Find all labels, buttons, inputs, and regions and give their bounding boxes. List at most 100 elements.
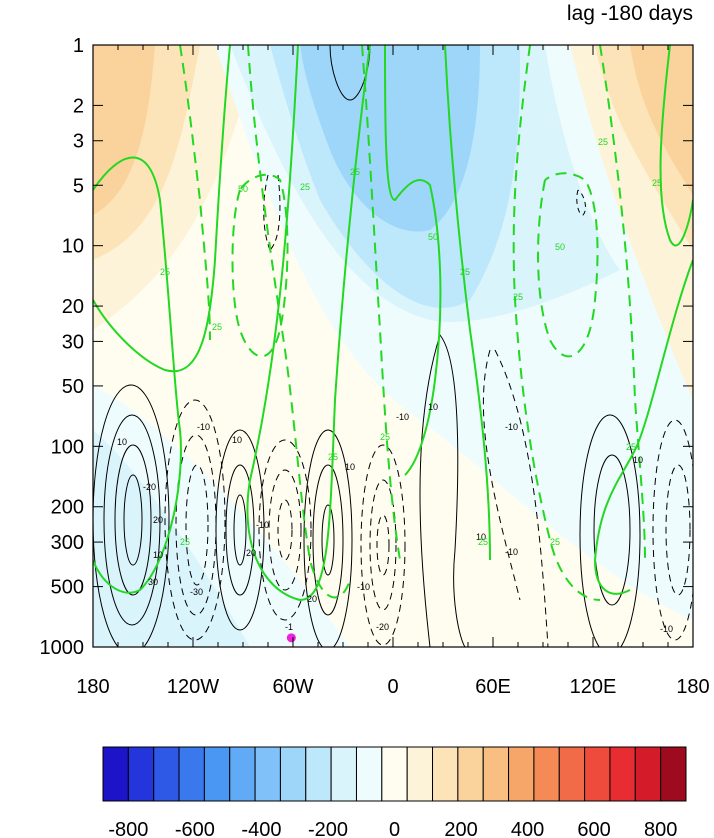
contour-green-neg25b [247, 45, 351, 599]
colorbar-swatch [558, 746, 586, 802]
colorbar-swatch [254, 746, 281, 802]
contour-label-10g: 10 [633, 455, 643, 465]
contour-label-neg10: -10 [197, 422, 210, 432]
x-tick-label: 180 [676, 676, 709, 698]
contour-green-25c [246, 45, 371, 602]
contour-label-green-25j: 25 [598, 137, 608, 147]
x-tick-label: 0 [387, 676, 398, 698]
contour-black-neg10b [258, 439, 312, 621]
colorbar-swatch [279, 746, 307, 802]
contour-label-20c: 20 [307, 594, 317, 604]
x-tick-label: 180 [76, 676, 109, 698]
x-axis: 180 120W 60W 0 60E 120E 180 [76, 45, 710, 698]
x-tick-label: 60W [272, 676, 313, 698]
contour-black-neg10f [652, 419, 693, 641]
contour-label-neg10g: -10 [660, 624, 673, 634]
y-tick-label: 300 [51, 532, 84, 554]
contour-label-neg20: -20 [143, 482, 156, 492]
contour-label-green-25i: 25 [478, 537, 488, 547]
contour-black-neg10c [360, 444, 406, 646]
x-tick-label: 120W [167, 676, 219, 698]
colorbar-tick-label: 600 [577, 819, 610, 838]
plot-area: 10 -20 20 10 30 -10 -30 10 -10 20 10 20 … [40, 35, 710, 698]
contour-black-40 [123, 474, 143, 566]
y-tick-label: 50 [62, 376, 84, 398]
contour-black-20b [225, 464, 255, 596]
contour-black-neg30c [376, 514, 390, 576]
y-axis: 1 2 3 5 10 20 30 50 100 200 300 500 1000 [40, 35, 693, 659]
contour-label-30: 30 [148, 577, 158, 587]
y-tick-label: 2 [73, 95, 84, 117]
colorbar-swatch [533, 746, 560, 802]
colorbar-swatch [102, 746, 129, 802]
contour-label-10f: 10 [476, 532, 486, 542]
contour-label-10: 10 [117, 437, 127, 447]
contour-green-neg25d [599, 45, 646, 561]
field-cool-core [300, 45, 480, 232]
contour-label-20: 20 [153, 515, 163, 525]
x-tick-label: 120E [570, 676, 617, 698]
contour-black-10e [579, 414, 641, 647]
contour-label-green-25h: 25 [513, 292, 523, 302]
contour-label-green-50c: 50 [555, 242, 565, 252]
contour-label-green-25g: 25 [460, 267, 470, 277]
contour-black-neg10 [164, 399, 226, 641]
contour-green-25d [384, 45, 442, 476]
x-tick-label: 60E [475, 676, 511, 698]
colorbar-swatch [482, 746, 510, 802]
contour-label-green-25n: 25 [180, 537, 190, 547]
green-contours [93, 45, 693, 602]
contour-green-neg50b [537, 172, 599, 358]
colorbar-swatch [609, 746, 636, 802]
contour-label-green-25m: 25 [652, 178, 662, 188]
contour-black-neg10d [494, 349, 549, 647]
colorbar-swatch [381, 746, 408, 802]
contour-green-25f [659, 45, 693, 247]
colorbar-swatch [229, 746, 256, 802]
contour-black-neg30b [277, 499, 293, 561]
y-tick-label: 3 [73, 131, 84, 153]
colorbar-swatch [203, 746, 231, 802]
colorbar: -800 -600 -400 -200 0 200 400 600 800 [102, 746, 687, 838]
contour-label-20b: 20 [246, 548, 256, 558]
y-tick-label: 10 [62, 236, 84, 258]
contour-label-green-25c: 25 [300, 182, 310, 192]
contour-label-green-25f: 25 [380, 432, 390, 442]
y-tick-label: 30 [62, 331, 84, 353]
contour-label-neg10b: -10 [256, 520, 269, 530]
y-tick-label: 5 [73, 175, 84, 197]
contour-black-20c [312, 464, 344, 616]
contour-label-neg20b: -20 [376, 622, 389, 632]
colorbar-tick-label: -400 [241, 819, 281, 838]
contour-black-30b [233, 494, 247, 566]
contour-black-10c [303, 429, 353, 647]
colorbar-swatch [153, 746, 180, 802]
field-warm-core-east [630, 45, 693, 195]
y-tick-label: 100 [51, 436, 84, 458]
colorbar-swatch [660, 746, 687, 802]
contour-green-25e [444, 45, 491, 561]
contour-labels: 10 -20 20 10 30 -10 -30 10 -10 20 10 20 … [117, 137, 673, 634]
contour-green-neg25a [179, 45, 211, 341]
contour-black-neg30 [185, 464, 209, 586]
contour-black-10 [93, 384, 170, 647]
contour-green-neg25e [361, 45, 401, 561]
location-marker [286, 633, 296, 643]
colorbar-swatch [355, 746, 383, 802]
shaded-field [93, 45, 693, 647]
y-tick-label: 200 [51, 497, 84, 519]
contour-black-10b [215, 429, 265, 631]
y-tick-label: 1 [73, 35, 84, 57]
colorbar-swatch [584, 746, 611, 802]
colorbar-swatch [406, 746, 434, 802]
contour-label-neg1: -1 [285, 622, 293, 632]
contour-black-strat3 [576, 189, 586, 216]
contour-green-neg25c [512, 45, 601, 601]
colorbar-swatch [330, 746, 357, 802]
colorbar-tick-label: -600 [175, 819, 215, 838]
contour-black-neg10e [482, 349, 521, 601]
contour-label-green-25e: 25 [328, 452, 338, 462]
colorbar-tick-label: -200 [308, 819, 348, 838]
contour-label-green-50b: 50 [428, 232, 438, 242]
